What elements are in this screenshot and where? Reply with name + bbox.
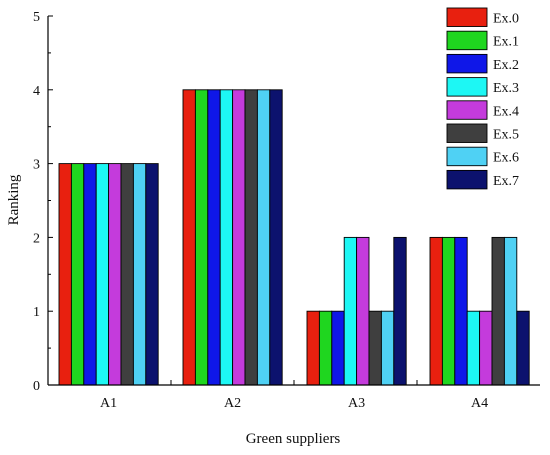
legend-label-2: Ex.2 [493,58,519,73]
bar-a3-series-1 [318,310,333,386]
legend-label-7: Ex.7 [493,174,519,189]
bar-a1-series-4 [108,163,122,386]
legend-swatch-2 [446,53,488,74]
bar-a4-series-3 [466,310,481,386]
y-tick-label: 1 [33,305,40,320]
legend-swatch-5 [446,123,488,143]
bar-a1-series-3 [95,163,110,386]
bar-a2-series-6 [256,89,271,386]
y-tick-label: 4 [33,84,40,99]
legend: Ex.0 Ex.1 Ex.2 Ex.3 Ex.4 Ex.5 Ex.6 Ex.7 [446,7,519,190]
y-tick-label: 2 [33,231,40,246]
legend-swatch-0 [446,7,488,27]
y-axis-title: Ranking [6,174,22,225]
ticks-layer: 0 1 2 3 4 5 A1 A2 A3 A4 [33,10,488,411]
legend-label-6: Ex.6 [493,151,519,166]
bar-a1-series-6 [132,163,147,386]
bar-a4-series-4 [479,310,493,386]
bar-a3-series-3 [343,236,358,386]
bar-a2-series-4 [232,89,246,386]
legend-swatch-7 [446,169,488,190]
bar-a2-series-3 [219,89,234,386]
legend-label-4: Ex.4 [493,104,519,119]
legend-swatch-3 [446,77,488,97]
y-tick-label: 0 [33,379,40,394]
bar-a1-series-1 [70,163,85,386]
bar-a1-series-5 [120,163,134,386]
bar-a2-series-5 [244,89,258,386]
bars-layer [58,89,530,386]
bar-a4-series-6 [503,236,518,386]
legend-swatch-6 [446,146,488,167]
bar-a1-series-0 [58,163,72,386]
bar-a4-series-7 [516,310,530,386]
bar-a4-series-1 [441,236,456,386]
x-tick-label-a1: A1 [100,396,117,411]
bar-a2-series-0 [182,89,196,386]
bar-a4-series-5 [491,236,505,386]
x-tick-label-a3: A3 [348,396,365,411]
bar-a3-series-5 [368,310,382,386]
bar-a3-series-2 [331,310,345,386]
bar-a2-series-7 [269,89,283,386]
bar-a3-series-6 [380,310,395,386]
bar-a3-series-7 [393,236,407,386]
legend-label-5: Ex.5 [493,128,519,143]
x-tick-label-a4: A4 [471,396,488,411]
legend-label-1: Ex.1 [493,35,519,50]
y-tick-label: 3 [33,158,40,173]
y-tick-label: 5 [33,10,40,25]
x-axis-title: Green suppliers [246,431,341,447]
bar-a1-series-2 [83,163,97,386]
bar-a3-series-0 [306,310,320,386]
legend-swatch-1 [446,30,488,51]
x-tick-label-a2: A2 [224,396,241,411]
legend-swatch-4 [446,100,488,120]
bar-a1-series-7 [145,163,159,386]
legend-label-3: Ex.3 [493,81,519,96]
bar-a2-series-2 [207,89,221,386]
bar-a4-series-0 [429,236,443,386]
legend-label-0: Ex.0 [493,12,519,27]
bar-a4-series-2 [454,236,468,386]
bar-a2-series-1 [194,89,209,386]
bar-a3-series-4 [356,236,370,386]
